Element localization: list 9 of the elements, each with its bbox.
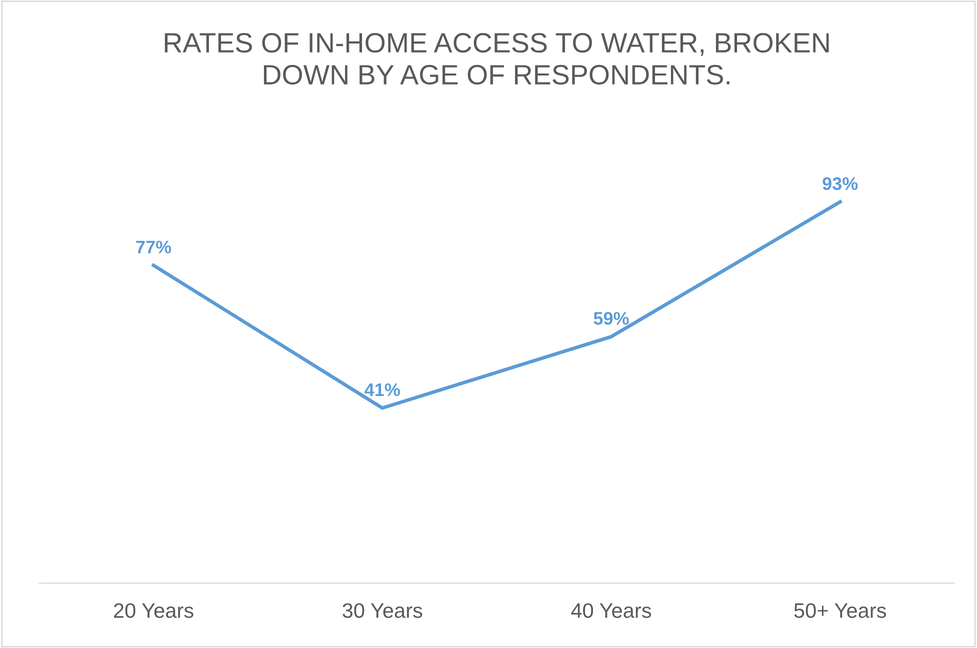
- data-label: 59%: [594, 312, 629, 325]
- data-label: 77%: [136, 240, 172, 254]
- x-tick-label: 50+ Years: [794, 603, 886, 618]
- data-label: 93%: [822, 177, 858, 190]
- x-tick-label: 40 Years: [571, 603, 652, 618]
- x-tick-label: 20 Years: [114, 603, 194, 618]
- data-label: 41%: [364, 383, 400, 396]
- chart-title: RATES OF IN-HOME ACCESS TO WATER, BROKEN DOWN BY AGE OF RESPONDENTS.: [164, 32, 829, 85]
- x-tick-label: 30 Years: [342, 603, 422, 618]
